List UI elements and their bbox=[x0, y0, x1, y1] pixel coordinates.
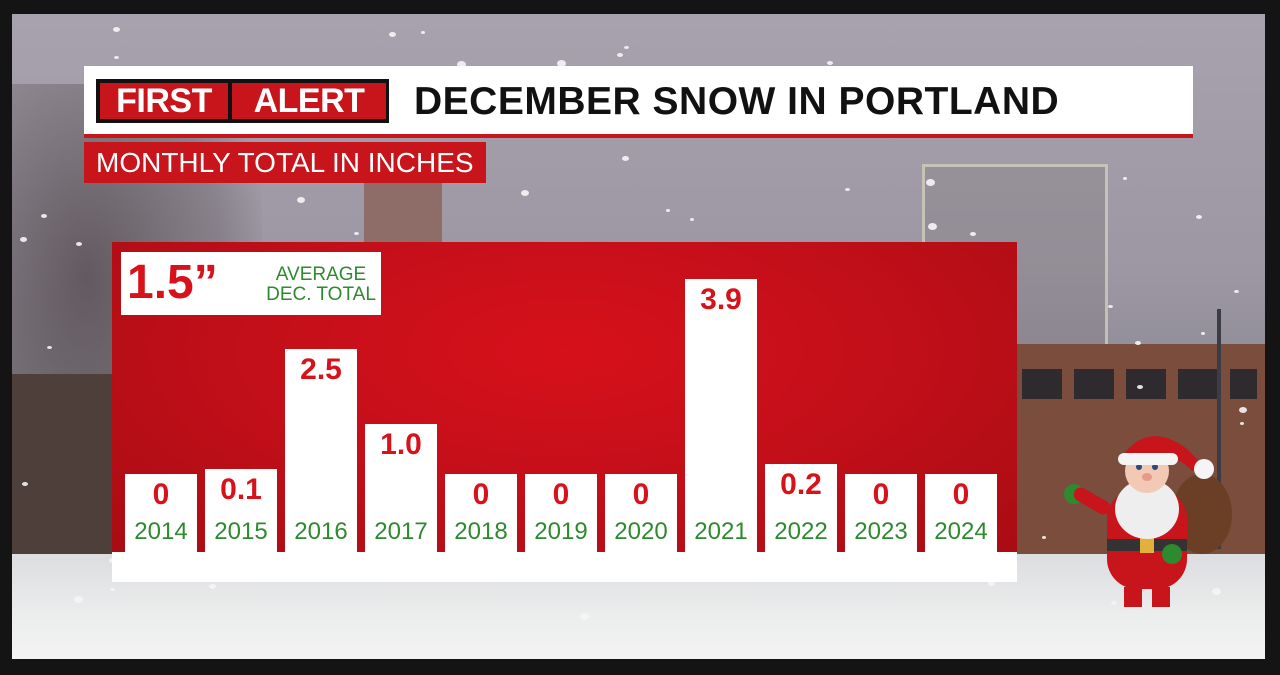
snowflake bbox=[845, 188, 850, 191]
snowflake bbox=[209, 584, 216, 589]
bar-2016: 2.5 2016 bbox=[285, 349, 357, 552]
snowflake bbox=[1135, 341, 1141, 345]
snowflake bbox=[110, 588, 115, 591]
snowflake bbox=[76, 242, 82, 246]
bar-2021: 3.9 2021 bbox=[685, 279, 757, 552]
street-lamp bbox=[1217, 309, 1221, 549]
bar-category-label: 2023 bbox=[854, 518, 908, 545]
bar-2018: 0 2018 bbox=[445, 474, 517, 552]
bar-2015: 0.1 2015 bbox=[205, 469, 277, 552]
snowflake bbox=[1108, 305, 1113, 308]
average-label: AVERAGE DEC. TOTAL bbox=[262, 265, 380, 305]
snowflake bbox=[1123, 177, 1127, 180]
snowflake bbox=[354, 232, 359, 235]
snowflake bbox=[421, 31, 425, 34]
snowflake bbox=[970, 232, 976, 236]
bar-category-label: 2022 bbox=[774, 518, 828, 545]
snowflake bbox=[617, 53, 623, 57]
average-value: 1.5” bbox=[127, 256, 218, 309]
snowflake bbox=[114, 56, 119, 59]
snowflake bbox=[1239, 407, 1247, 413]
average-label-line1: AVERAGE bbox=[275, 264, 367, 285]
snowflake bbox=[928, 223, 937, 230]
snowflake bbox=[22, 482, 28, 486]
bar-category-label: 2019 bbox=[534, 518, 588, 545]
chart-panel: 1.5” AVERAGE DEC. TOTAL 0 2014 0.1 2015 2.5 2… bbox=[112, 242, 1017, 582]
snowflake bbox=[988, 581, 995, 586]
bar-value-label: 0.1 bbox=[220, 473, 262, 506]
bar-value-label: 0.2 bbox=[780, 468, 822, 501]
bar-value-label: 0 bbox=[952, 478, 970, 511]
snowflake bbox=[1212, 588, 1221, 595]
bar-2019: 0 2019 bbox=[525, 474, 597, 552]
snowflake bbox=[666, 209, 670, 212]
bar-value-label: 0 bbox=[632, 478, 650, 511]
bar-value-label: 0 bbox=[552, 478, 570, 511]
snowflake bbox=[926, 179, 935, 186]
snowflake bbox=[20, 237, 27, 242]
snowflake bbox=[580, 613, 589, 620]
building-windows bbox=[1022, 369, 1257, 399]
bar-value-label: 0 bbox=[472, 478, 490, 511]
first-alert-logo: FIRST ALERT bbox=[96, 79, 389, 123]
snowflake bbox=[1196, 215, 1202, 219]
snowflake bbox=[1201, 332, 1205, 335]
snowflake bbox=[1137, 385, 1143, 389]
bar-category-label: 2017 bbox=[374, 518, 428, 545]
snowflake bbox=[690, 218, 694, 221]
snowflake bbox=[557, 60, 566, 67]
bar-value-label: 3.9 bbox=[700, 283, 742, 316]
santa-illustration bbox=[1064, 436, 1232, 607]
bar-category-label: 2021 bbox=[694, 518, 748, 545]
snowflake bbox=[1042, 536, 1046, 539]
page-title: DECEMBER SNOW IN PORTLAND bbox=[414, 80, 1060, 123]
snowflake bbox=[624, 46, 629, 49]
broadcast-graphic: FIRST ALERT DECEMBER SNOW IN PORTLAND MO… bbox=[12, 14, 1265, 659]
bar-category-label: 2014 bbox=[134, 518, 188, 545]
bar-value-label: 2.5 bbox=[300, 353, 342, 386]
bar-2023: 0 2023 bbox=[845, 474, 917, 552]
snowflake bbox=[41, 214, 47, 218]
bar-value-label: 1.0 bbox=[380, 428, 422, 461]
chart-subtitle: MONTHLY TOTAL IN INCHES bbox=[84, 142, 486, 183]
snowflake bbox=[113, 27, 120, 32]
bar-category-label: 2018 bbox=[454, 518, 508, 545]
bar-2014: 0 2014 bbox=[125, 474, 197, 552]
bar-2024: 0 2024 bbox=[925, 474, 997, 552]
snowflake bbox=[622, 156, 629, 161]
logo-first-text: FIRST bbox=[100, 83, 228, 119]
bar-category-label: 2024 bbox=[934, 518, 988, 545]
snowflake bbox=[457, 61, 466, 68]
bar-category-label: 2020 bbox=[614, 518, 668, 545]
snowflake bbox=[827, 61, 833, 65]
bar-2017: 1.0 2017 bbox=[365, 424, 437, 552]
bar-series: 0 2014 0.1 2015 2.5 2016 1.0 2017 0 2018 0 2019 0 202… bbox=[112, 242, 1017, 552]
snowflake bbox=[1111, 601, 1117, 605]
snowflake bbox=[389, 32, 396, 37]
bar-2022: 0.2 2022 bbox=[765, 464, 837, 552]
bar-value-label: 0 bbox=[872, 478, 890, 511]
bar-category-label: 2016 bbox=[294, 518, 348, 545]
title-bar: FIRST ALERT DECEMBER SNOW IN PORTLAND bbox=[84, 66, 1193, 138]
snowflake bbox=[1234, 290, 1239, 293]
average-callout: 1.5” AVERAGE DEC. TOTAL bbox=[121, 252, 381, 315]
logo-alert-text: ALERT bbox=[232, 83, 386, 119]
snowflake bbox=[1240, 422, 1244, 425]
bar-2020: 0 2020 bbox=[605, 474, 677, 552]
average-label-line2: DEC. TOTAL bbox=[266, 284, 376, 305]
snowflake bbox=[74, 596, 83, 603]
snowflake bbox=[521, 190, 529, 196]
snowflake bbox=[297, 197, 305, 203]
bar-value-label: 0 bbox=[152, 478, 170, 511]
bar-category-label: 2015 bbox=[214, 518, 268, 545]
brick-building-left bbox=[12, 374, 112, 564]
snowflake bbox=[47, 346, 52, 349]
